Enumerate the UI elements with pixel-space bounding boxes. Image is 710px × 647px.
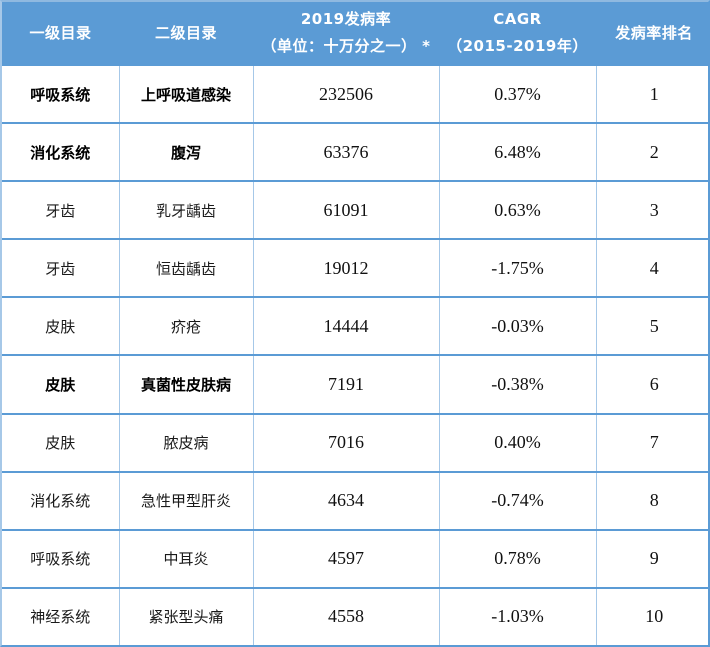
table-row: 呼吸系统 中耳炎 4597 0.78% 9 (2, 528, 708, 588)
category-cell: 呼吸系统 (2, 63, 119, 124)
col-header-rate-line1: 2019发病率 (300, 10, 392, 28)
rank-cell: 5 (595, 296, 708, 356)
rank-cell: 8 (595, 470, 708, 530)
subcategory-cell: 腹泻 (118, 122, 253, 182)
table-header: 一级目录 二级目录 2019发病率 （单位：十万分之一） * CAGR （201… (2, 2, 708, 65)
rate-cell: 7016 (252, 412, 439, 472)
cagr-cell: 0.40% (438, 412, 596, 472)
col-header-rate: 2019发病率 （单位：十万分之一） * (253, 2, 439, 65)
rank-cell: 9 (595, 528, 708, 588)
rank-cell: 7 (595, 412, 708, 472)
rate-cell: 14444 (252, 296, 439, 356)
rank-cell: 6 (595, 354, 708, 414)
category-cell: 皮肤 (2, 412, 119, 472)
rank-cell: 1 (595, 63, 708, 124)
cagr-cell: -0.74% (438, 470, 596, 530)
subcategory-cell: 中耳炎 (118, 528, 253, 588)
rank-cell: 4 (595, 238, 708, 298)
subcategory-cell: 急性甲型肝炎 (118, 470, 253, 530)
rank-cell: 3 (595, 180, 708, 240)
rate-cell: 232506 (252, 63, 439, 124)
col-header-rank-label: 发病率排名 (615, 23, 693, 42)
table-row: 皮肤 疥疮 14444 -0.03% 5 (2, 296, 708, 356)
category-cell: 牙齿 (2, 180, 119, 240)
cagr-cell: -1.75% (438, 238, 596, 298)
rate-cell: 61091 (252, 180, 439, 240)
category-cell: 神经系统 (2, 586, 119, 645)
subcategory-cell: 脓皮病 (118, 412, 253, 472)
table-row: 牙齿 恒齿龋齿 19012 -1.75% 4 (2, 238, 708, 298)
header-row: 一级目录 二级目录 2019发病率 （单位：十万分之一） * CAGR （201… (2, 2, 708, 65)
table-row: 皮肤 真菌性皮肤病 7191 -0.38% 6 (2, 354, 708, 414)
table-row: 消化系统 急性甲型肝炎 4634 -0.74% 8 (2, 470, 708, 530)
col-header-category-label: 一级目录 (29, 23, 92, 42)
col-header-rank: 发病率排名 (596, 2, 708, 65)
rate-cell: 19012 (252, 238, 439, 298)
col-header-cagr: CAGR （2015-2019年） (439, 2, 596, 65)
category-cell: 牙齿 (2, 238, 119, 298)
cagr-cell: 0.63% (438, 180, 596, 240)
cagr-cell: -1.03% (438, 586, 596, 645)
rank-cell: 2 (595, 122, 708, 182)
subcategory-cell: 乳牙龋齿 (118, 180, 253, 240)
table-row: 呼吸系统 上呼吸道感染 232506 0.37% 1 (2, 63, 708, 124)
category-cell: 消化系统 (2, 122, 119, 182)
category-cell: 皮肤 (2, 296, 119, 356)
cagr-cell: -0.38% (438, 354, 596, 414)
subcategory-cell: 疥疮 (118, 296, 253, 356)
subcategory-cell: 紧张型头痛 (118, 586, 253, 645)
table-row: 牙齿 乳牙龋齿 61091 0.63% 3 (2, 180, 708, 240)
rate-cell: 4558 (252, 586, 439, 645)
cagr-cell: 6.48% (438, 122, 596, 182)
subcategory-cell: 上呼吸道感染 (118, 63, 253, 124)
cagr-cell: -0.03% (438, 296, 596, 356)
col-header-subcategory: 二级目录 (119, 2, 253, 65)
category-cell: 呼吸系统 (2, 528, 119, 588)
cagr-cell: 0.78% (438, 528, 596, 588)
rank-cell: 10 (595, 586, 708, 645)
cagr-cell: 0.37% (438, 63, 596, 124)
table-row: 神经系统 紧张型头痛 4558 -1.03% 10 (2, 586, 708, 645)
col-header-cagr-line1: CAGR (493, 10, 542, 28)
rate-cell: 7191 (252, 354, 439, 414)
category-cell: 皮肤 (2, 354, 119, 414)
col-header-category: 一级目录 (2, 2, 119, 65)
rate-cell: 63376 (252, 122, 439, 182)
col-header-cagr-line2: （2015-2019年） (447, 37, 588, 55)
rate-cell: 4597 (252, 528, 439, 588)
table-row: 皮肤 脓皮病 7016 0.40% 7 (2, 412, 708, 472)
table-row: 消化系统 腹泻 63376 6.48% 2 (2, 122, 708, 182)
col-header-rate-line2: （单位：十万分之一） * (261, 37, 431, 55)
rate-cell: 4634 (252, 470, 439, 530)
category-cell: 消化系统 (2, 470, 119, 530)
subcategory-cell: 真菌性皮肤病 (118, 354, 253, 414)
table-body: 呼吸系统 上呼吸道感染 232506 0.37% 1 消化系统 腹泻 63376… (2, 63, 708, 645)
subcategory-cell: 恒齿龋齿 (118, 238, 253, 298)
col-header-subcategory-label: 二级目录 (154, 23, 217, 42)
